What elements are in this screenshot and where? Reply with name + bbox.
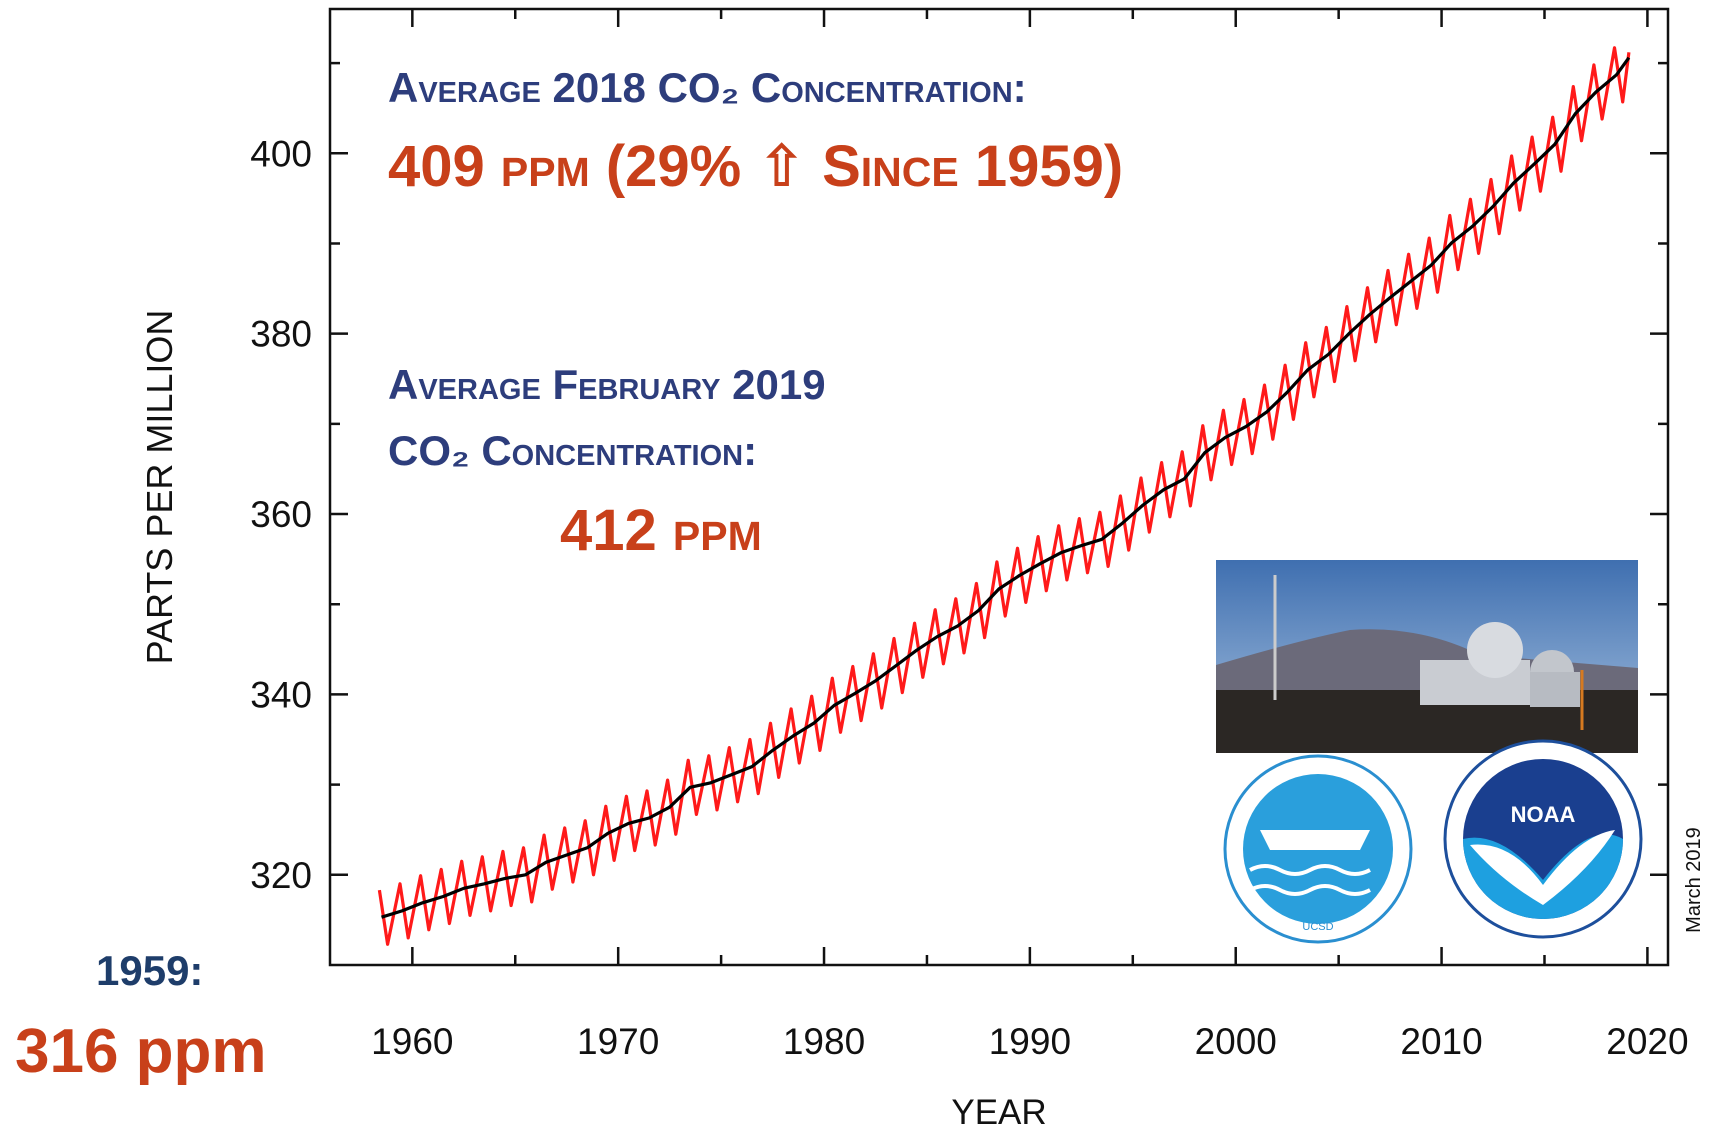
start-year: 1959: — [96, 947, 203, 994]
annotation: 409 ppm (29% ⇧ Since 1959) — [388, 134, 1123, 199]
y-tick-label: 320 — [250, 855, 312, 896]
logo-text: NOAA — [1511, 802, 1576, 827]
plot-frame — [328, 7, 1670, 967]
y-tick-label: 380 — [250, 314, 312, 355]
annotation: CO₂ Concentration: — [388, 427, 757, 474]
logo-text: UCSD — [1302, 921, 1333, 933]
x-tick-label: 1990 — [989, 1021, 1071, 1062]
annotation: 412 ppm — [560, 498, 762, 563]
observatory-photo — [1216, 560, 1638, 753]
scripps-logo: UCSD — [1223, 754, 1413, 944]
noaa-logo: NOAA — [1443, 739, 1643, 939]
y-tick-label: 360 — [250, 494, 312, 535]
x-tick-label: 1960 — [371, 1021, 453, 1062]
y-tick-label: 340 — [250, 674, 312, 715]
date-note: March 2019 — [1683, 827, 1705, 933]
annotation: Average February 2019 — [388, 361, 826, 408]
series-line — [381, 56, 1631, 919]
y-tick-label: 400 — [250, 133, 312, 174]
series-line — [377, 46, 1631, 946]
x-tick-label: 2020 — [1606, 1021, 1688, 1062]
x-tick-label: 2010 — [1400, 1021, 1482, 1062]
x-tick-label: 2000 — [1195, 1021, 1277, 1062]
x-axis-label: YEAR — [951, 1093, 1046, 1129]
start-value: 316 ppm — [15, 1017, 267, 1086]
annotation: Average 2018 CO₂ Concentration: — [388, 64, 1027, 111]
x-tick-label: 1970 — [577, 1021, 659, 1062]
y-axis-label: PARTS PER MILLION — [139, 310, 180, 665]
plot: 1960 1970 1980 1990 2000 2010 2020 320 340 360 380… — [250, 9, 1689, 1062]
x-tick-label: 1980 — [783, 1021, 865, 1062]
